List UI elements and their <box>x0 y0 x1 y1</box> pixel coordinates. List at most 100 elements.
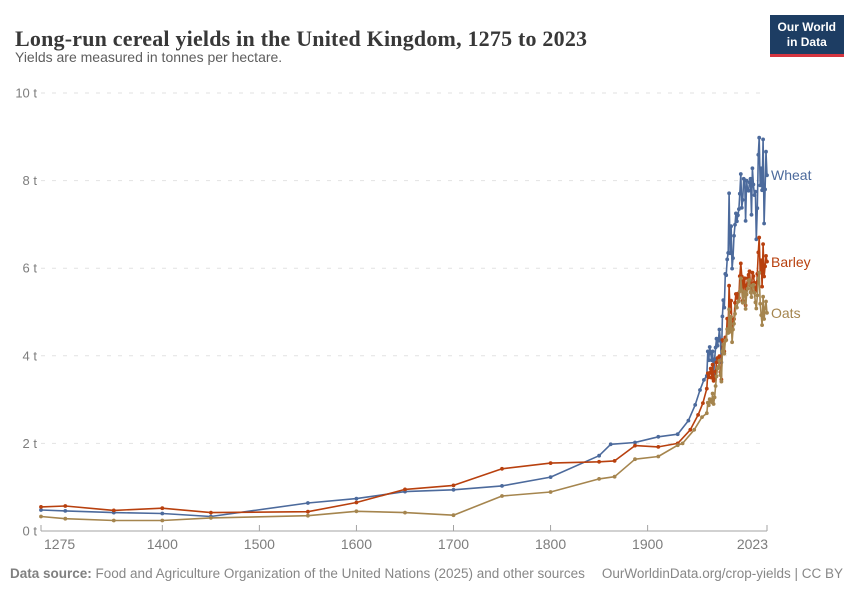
data-point-wheat <box>750 166 755 171</box>
data-point-wheat <box>747 180 752 185</box>
data-point-oats <box>63 516 68 521</box>
data-point-barley <box>756 250 761 255</box>
data-point-oats <box>741 293 746 297</box>
data-point-wheat <box>500 484 504 488</box>
data-point-oats <box>111 518 116 523</box>
y-axis-tick-label: 4 t <box>23 348 38 363</box>
data-point-wheat <box>763 187 767 192</box>
data-point-wheat <box>762 221 766 226</box>
x-axis-tick-label: 1600 <box>341 536 372 552</box>
data-point-barley <box>696 413 700 417</box>
data-point-barley <box>63 504 68 508</box>
data-point-oats <box>732 321 736 326</box>
data-point-oats <box>727 307 731 312</box>
data-point-barley <box>704 386 709 391</box>
data-point-wheat <box>707 345 712 349</box>
data-point-wheat <box>731 256 735 260</box>
data-point-wheat <box>744 178 749 183</box>
data-point-barley <box>548 461 553 465</box>
data-point-oats <box>731 327 735 332</box>
data-point-wheat <box>712 357 717 362</box>
series-line-oats <box>40 271 768 522</box>
data-point-oats <box>757 270 762 275</box>
data-point-barley <box>729 298 733 303</box>
series-label-oats[interactable]: Oats <box>771 304 801 321</box>
data-point-barley <box>706 375 711 380</box>
data-point-wheat <box>548 475 553 479</box>
data-point-wheat <box>764 149 768 154</box>
data-point-oats <box>733 311 737 316</box>
series-label-wheat[interactable]: Wheat <box>771 167 812 184</box>
data-point-wheat <box>722 305 727 310</box>
data-point-oats <box>675 443 680 448</box>
data-point-wheat <box>702 378 706 382</box>
y-axis-tick-label: 8 t <box>23 173 38 188</box>
data-point-oats <box>759 313 764 317</box>
data-point-oats <box>354 509 359 514</box>
credit-link[interactable]: OurWorldinData.org/crop-yields | CC BY <box>601 566 843 581</box>
data-point-wheat <box>686 418 691 423</box>
data-point-barley <box>747 269 752 274</box>
data-point-wheat <box>724 273 729 278</box>
x-axis-tick-label: 2023 <box>737 536 768 552</box>
data-point-wheat <box>757 135 762 140</box>
data-point-wheat <box>656 434 661 439</box>
data-point-wheat <box>675 432 680 437</box>
data-point-oats <box>764 299 768 304</box>
data-point-wheat <box>698 388 702 392</box>
data-point-oats <box>714 374 719 379</box>
data-point-barley <box>757 235 762 240</box>
y-axis-tick-label: 2 t <box>23 436 38 451</box>
y-axis-tick-label: 0 t <box>23 524 38 539</box>
data-point-oats <box>656 454 661 459</box>
series-label-barley[interactable]: Barley <box>771 253 811 270</box>
owid-logo-line2: in Data <box>786 35 827 49</box>
data-point-wheat <box>754 237 759 242</box>
data-point-barley <box>742 276 747 281</box>
data-point-oats <box>700 415 704 419</box>
data-point-barley <box>759 258 764 263</box>
data-point-wheat <box>705 349 710 354</box>
data-point-wheat <box>608 442 613 447</box>
data-point-wheat <box>739 205 744 210</box>
data-point-barley <box>111 508 116 513</box>
data-point-oats <box>740 300 745 305</box>
data-point-oats <box>722 351 727 356</box>
x-axis-tick-label: 1275 <box>44 536 75 552</box>
owid-logo-line1: Our World <box>777 20 836 34</box>
data-point-oats <box>753 300 758 305</box>
x-axis-tick-label: 1500 <box>244 536 275 552</box>
data-point-barley <box>738 261 743 266</box>
data-point-oats <box>717 358 722 363</box>
data-point-wheat <box>753 189 758 194</box>
data-point-barley <box>762 274 766 279</box>
data-point-wheat <box>727 191 731 196</box>
data-point-wheat <box>633 440 637 445</box>
data-point-oats <box>752 290 757 295</box>
data-point-barley <box>707 371 712 375</box>
data-point-wheat <box>761 137 765 142</box>
data-point-wheat <box>751 182 756 187</box>
data-point-oats <box>730 340 734 345</box>
data-point-wheat <box>720 314 725 319</box>
data-point-oats <box>718 373 723 377</box>
data-point-wheat <box>728 251 732 256</box>
data-point-barley <box>656 445 661 449</box>
data-point-oats <box>725 327 730 331</box>
data-point-oats <box>742 290 747 294</box>
data-point-oats <box>735 305 739 310</box>
data-point-wheat <box>737 207 741 212</box>
data-point-oats <box>719 379 724 384</box>
owid-logo[interactable]: Our World in Data <box>769 15 844 57</box>
data-point-wheat <box>759 166 764 171</box>
data-point-wheat <box>39 508 43 512</box>
data-point-wheat <box>737 191 742 196</box>
x-axis-tick-label: 1800 <box>535 536 566 552</box>
data-point-wheat <box>721 298 726 303</box>
data-point-wheat <box>756 152 761 157</box>
data-point-wheat <box>743 219 748 223</box>
data-point-oats <box>763 306 767 310</box>
data-point-oats <box>743 307 748 311</box>
data-point-barley <box>763 264 767 269</box>
